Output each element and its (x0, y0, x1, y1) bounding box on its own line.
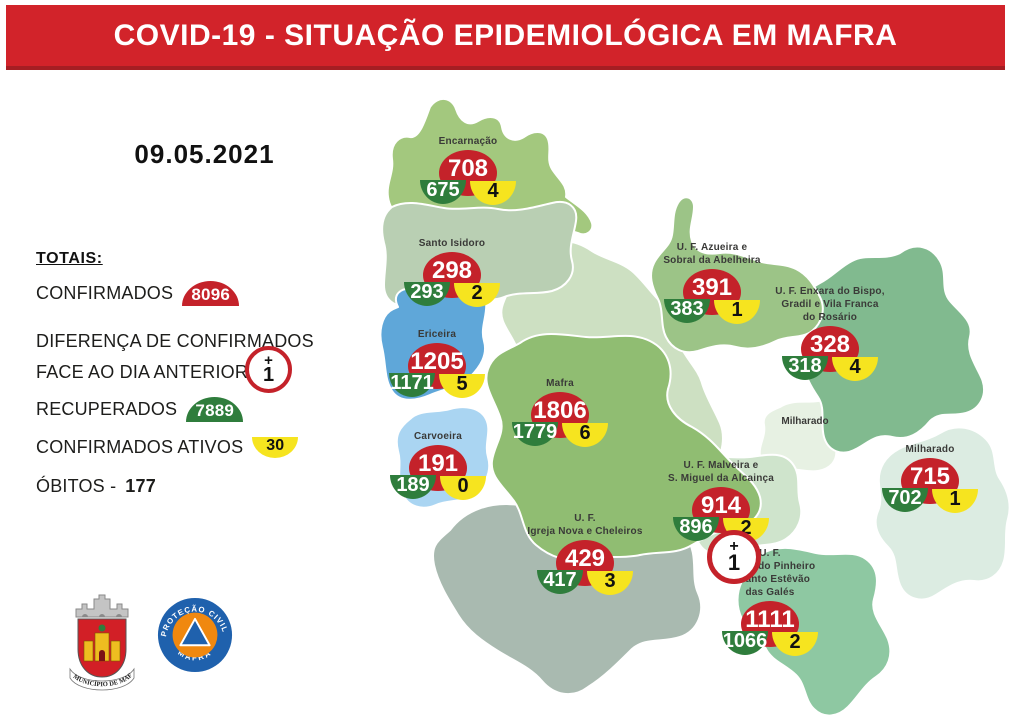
milharado-enclave-label: Milharado (781, 416, 829, 427)
region-stats: 328 318 4 (782, 326, 878, 383)
recovered-badge: 702 (882, 488, 928, 512)
region-stats: 914 896 2 (673, 487, 769, 544)
active-badge: 0 (440, 476, 486, 500)
deaths-row: ÓBITOS - 177 (36, 476, 156, 497)
active-badge: 4 (470, 181, 516, 205)
region-milharado: Milharado 715 702 1 (850, 443, 1010, 515)
region-stats: 1806 1779 6 (512, 392, 608, 449)
active-badge: 6 (562, 423, 608, 447)
municipio-mafra-crest-logo: MUNICÍPIO DE MAFRA (56, 583, 135, 691)
malveira-new-cases-badge: + 1 (707, 530, 761, 584)
region-label: Milharado (905, 444, 955, 455)
active-badge: 2 (772, 632, 818, 656)
recovered-badge: 675 (420, 180, 466, 204)
region-label: U. F. Igreja Nova e Cheleiros (527, 513, 643, 537)
confirmed-total-row: CONFIRMADOS 8096 (36, 281, 240, 306)
region-label: Carvoeira (414, 431, 462, 442)
region-azueira-sobral: U. F. Azueira e Sobral da Abelheira 391 … (632, 241, 792, 326)
region-stats: 715 702 1 (882, 458, 978, 515)
region-stats: 1205 1171 5 (389, 343, 485, 400)
recovered-badge: 1779 (512, 422, 558, 446)
region-stats: 708 675 4 (420, 150, 516, 207)
active-badge: 4 (832, 357, 878, 381)
region-ericeira: Ericeira 1205 1171 5 (357, 328, 517, 400)
header-banner: COVID-19 - SITUAÇÃO EPIDEMIOLÓGICA EM MA… (6, 5, 1005, 70)
mural-crown-icon (75, 594, 129, 618)
region-label: Encarnação (438, 136, 498, 147)
active-total-row: CONFIRMADOS ATIVOS 30 (36, 437, 299, 458)
recovered-total-label: RECUPERADOS (36, 399, 178, 419)
region-label: Santo Isidoro (418, 238, 486, 249)
region-encarnacao: Encarnação 708 675 4 (388, 135, 548, 207)
confirmed-total-label: CONFIRMADOS (36, 283, 174, 303)
delta-value: 1 (262, 364, 275, 386)
confirmed-total-badge: 8096 (182, 281, 240, 306)
castle-door-icon (99, 650, 105, 661)
active-badge: 5 (439, 374, 485, 398)
wreath-icon (98, 624, 106, 632)
difference-row: DIFERENÇA DE CONFIRMADOS FACE AO DIA ANT… (36, 326, 314, 388)
mafra-municipality-map: Encarnação 708 675 4 Santo Isidoro 298 2… (340, 85, 1011, 724)
active-badge: 2 (454, 283, 500, 307)
castle-tower-icon (83, 640, 94, 662)
active-badge: 3 (587, 571, 633, 595)
deaths-value: 177 (125, 476, 156, 496)
castle-tower-icon (110, 640, 121, 662)
recovered-total-badge: 7889 (186, 397, 244, 422)
recovered-badge: 417 (537, 570, 583, 594)
region-stats: 1111 1066 2 (722, 601, 818, 658)
ribbon-icon (69, 667, 135, 691)
crown-arch-icon (116, 614, 122, 617)
region-santo-isidoro: Santo Isidoro 298 293 2 (372, 237, 532, 309)
recovered-badge: 1066 (722, 631, 768, 655)
page-title: COVID-19 - SITUAÇÃO EPIDEMIOLÓGICA EM MA… (113, 18, 898, 52)
recovered-badge: 1171 (389, 373, 435, 397)
region-igreja-nova-cheleiros: U. F. Igreja Nova e Cheleiros 429 417 3 (505, 512, 665, 597)
recovered-badge: 318 (782, 356, 828, 380)
difference-label-line1: DIFERENÇA DE CONFIRMADOS (36, 331, 314, 351)
crown-arch-icon (99, 614, 105, 617)
report-date: 09.05.2021 (134, 139, 275, 169)
delta-value: 1 (727, 550, 741, 575)
active-total-badge: 30 (252, 437, 299, 458)
active-badge: 1 (932, 489, 978, 513)
region-mafra: Mafra 1806 1779 6 (480, 377, 640, 449)
recovered-total-row: RECUPERADOS 7889 (36, 397, 244, 422)
active-total-label: CONFIRMADOS ATIVOS (36, 437, 244, 457)
region-label: Ericeira (417, 329, 457, 340)
region-label: U. F. Venda do Pinheiro e Santo Estêvão … (724, 548, 816, 598)
crown-arch-icon (82, 614, 88, 617)
totals-heading: TOTAIS: (36, 250, 103, 267)
recovered-badge: 293 (404, 282, 450, 306)
plus-sign: + (729, 538, 739, 555)
region-label: U. F. Malveira e S. Miguel da Alcainça (667, 460, 775, 484)
region-label: U. F. Enxara do Bispo, Gradil e Vila Fra… (775, 286, 885, 323)
difference-delta-badge: + 1 (245, 346, 292, 393)
region-label: Mafra (546, 378, 574, 389)
region-venda-do-pinheiro: U. F. Venda do Pinheiro e Santo Estêvão … (690, 547, 850, 658)
region-carvoeira: Carvoeira 191 189 0 (358, 430, 518, 502)
recovered-badge: 896 (673, 517, 719, 541)
region-stats: 191 189 0 (390, 445, 486, 502)
region-malveira-alcainca: U. F. Malveira e S. Miguel da Alcainça 9… (641, 459, 801, 544)
deaths-label: ÓBITOS - (36, 476, 117, 496)
plus-sign: + (264, 352, 273, 369)
region-stats: 429 417 3 (537, 540, 633, 597)
recovered-badge: 383 (664, 299, 710, 323)
protecao-civil-logo: PROTEÇÃO CIVIL MAFRA (157, 597, 233, 673)
region-stats: 391 383 1 (664, 269, 760, 326)
region-label: U. F. Azueira e Sobral da Abelheira (663, 242, 761, 266)
recovered-badge: 189 (390, 475, 436, 499)
civil-protection-triangle-icon (179, 617, 211, 647)
region-enxara-gradil: U. F. Enxara do Bispo, Gradil e Vila Fra… (750, 285, 910, 383)
confirmed-badge: 914 (692, 487, 750, 533)
difference-label-line2: FACE AO DIA ANTERIOR (36, 362, 249, 382)
region-stats: 298 293 2 (404, 252, 500, 309)
